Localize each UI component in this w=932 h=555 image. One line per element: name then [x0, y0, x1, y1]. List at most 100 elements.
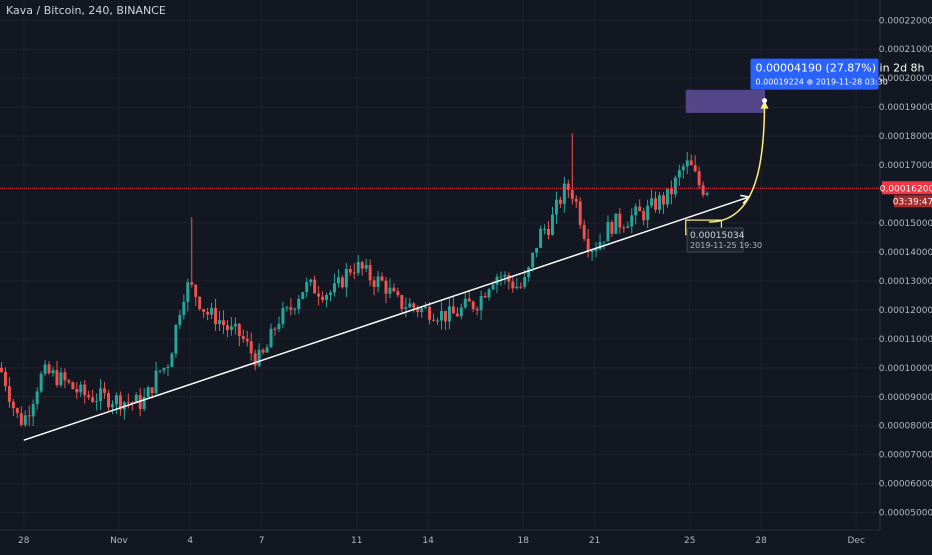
- candle[interactable]: [154, 362, 158, 395]
- candle[interactable]: [158, 369, 162, 374]
- candle[interactable]: [646, 199, 650, 229]
- candle[interactable]: [63, 368, 67, 389]
- candle[interactable]: [130, 401, 134, 411]
- candle[interactable]: [206, 308, 210, 321]
- candle[interactable]: [677, 164, 681, 186]
- candle[interactable]: [622, 224, 626, 233]
- candle[interactable]: [661, 192, 665, 214]
- candle[interactable]: [483, 292, 487, 299]
- candle[interactable]: [285, 305, 289, 312]
- candle[interactable]: [685, 151, 689, 175]
- candle[interactable]: [237, 323, 241, 346]
- candle[interactable]: [336, 269, 340, 288]
- candle[interactable]: [693, 155, 697, 173]
- candle[interactable]: [467, 291, 471, 302]
- candle[interactable]: [376, 271, 380, 293]
- candle[interactable]: [590, 248, 594, 261]
- candle[interactable]: [360, 260, 364, 276]
- candle[interactable]: [166, 363, 170, 377]
- candle[interactable]: [186, 278, 190, 312]
- candle[interactable]: [233, 317, 237, 335]
- candle[interactable]: [321, 291, 325, 303]
- candle[interactable]: [59, 367, 63, 388]
- candle[interactable]: [214, 298, 218, 331]
- candle[interactable]: [225, 320, 229, 338]
- candle[interactable]: [566, 179, 570, 198]
- candle[interactable]: [348, 265, 352, 276]
- candles[interactable]: [0, 133, 709, 427]
- candle[interactable]: [91, 389, 95, 404]
- candle[interactable]: [190, 217, 194, 288]
- candle[interactable]: [372, 276, 376, 296]
- candle[interactable]: [364, 258, 368, 272]
- candle[interactable]: [650, 189, 654, 209]
- candle[interactable]: [297, 294, 301, 315]
- candle[interactable]: [277, 316, 281, 333]
- candle[interactable]: [87, 390, 91, 400]
- candle[interactable]: [7, 377, 11, 408]
- candle[interactable]: [547, 220, 550, 240]
- candle[interactable]: [35, 387, 39, 410]
- candle[interactable]: [578, 197, 582, 229]
- candle[interactable]: [79, 381, 83, 397]
- candle[interactable]: [356, 254, 360, 276]
- time-axis-panel[interactable]: [0, 530, 932, 550]
- candle[interactable]: [582, 219, 586, 242]
- candle[interactable]: [368, 259, 372, 287]
- candle[interactable]: [253, 349, 257, 371]
- candle[interactable]: [455, 307, 459, 317]
- candle[interactable]: [531, 252, 535, 272]
- candle[interactable]: [245, 330, 249, 347]
- candle[interactable]: [440, 301, 443, 330]
- candle[interactable]: [380, 272, 384, 282]
- candle[interactable]: [404, 297, 408, 318]
- candle[interactable]: [332, 273, 336, 297]
- candle[interactable]: [27, 405, 31, 427]
- projection-curve[interactable]: [709, 100, 766, 223]
- candle[interactable]: [43, 359, 47, 377]
- candle[interactable]: [344, 263, 348, 298]
- target-zone[interactable]: [685, 89, 766, 113]
- candle[interactable]: [309, 278, 313, 287]
- candle[interactable]: [110, 400, 114, 415]
- candle[interactable]: [463, 292, 467, 309]
- candle[interactable]: [471, 300, 475, 313]
- candle[interactable]: [301, 291, 305, 300]
- candle[interactable]: [281, 301, 285, 328]
- candle[interactable]: [535, 247, 539, 258]
- candle[interactable]: [400, 294, 404, 313]
- candle[interactable]: [432, 313, 436, 322]
- candle[interactable]: [99, 378, 103, 410]
- candle[interactable]: [558, 196, 562, 208]
- candle[interactable]: [221, 310, 225, 335]
- candle[interactable]: [47, 361, 51, 375]
- candle[interactable]: [289, 298, 293, 316]
- candle[interactable]: [594, 242, 598, 258]
- candle[interactable]: [499, 271, 503, 286]
- candle[interactable]: [202, 308, 206, 318]
- candle[interactable]: [503, 271, 507, 285]
- candle[interactable]: [562, 176, 566, 213]
- candle[interactable]: [392, 283, 396, 293]
- candle[interactable]: [614, 213, 618, 235]
- candle[interactable]: [630, 208, 634, 234]
- candle[interactable]: [269, 323, 273, 348]
- candle[interactable]: [586, 228, 590, 258]
- time-axis[interactable]: 28 Nov 4 7 11 14 18 21 25 28 Dec: [18, 536, 865, 546]
- price-axis[interactable]: 0.00022000 0.00021000 0.00020000 0.00019000…: [879, 16, 932, 518]
- trendline[interactable]: [23, 196, 750, 441]
- projection-callout[interactable]: 0.00004190 (27.87%) in 2d 8h 0.00019224 ⊕…: [750, 58, 925, 90]
- candle[interactable]: [618, 207, 622, 234]
- candle[interactable]: [642, 207, 646, 226]
- candle[interactable]: [103, 381, 107, 399]
- candle[interactable]: [495, 273, 499, 293]
- candle[interactable]: [55, 360, 59, 388]
- candle[interactable]: [174, 324, 178, 358]
- candle[interactable]: [388, 278, 392, 299]
- candle[interactable]: [626, 221, 630, 229]
- candle[interactable]: [416, 305, 420, 318]
- candle[interactable]: [198, 296, 202, 311]
- candle[interactable]: [317, 286, 321, 306]
